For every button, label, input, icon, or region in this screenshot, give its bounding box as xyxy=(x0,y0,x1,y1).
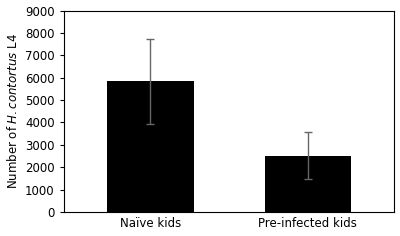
Y-axis label: Number of $\it{H. contortus}$ L4: Number of $\it{H. contortus}$ L4 xyxy=(6,33,20,189)
Bar xyxy=(264,156,351,212)
Bar xyxy=(107,81,194,212)
